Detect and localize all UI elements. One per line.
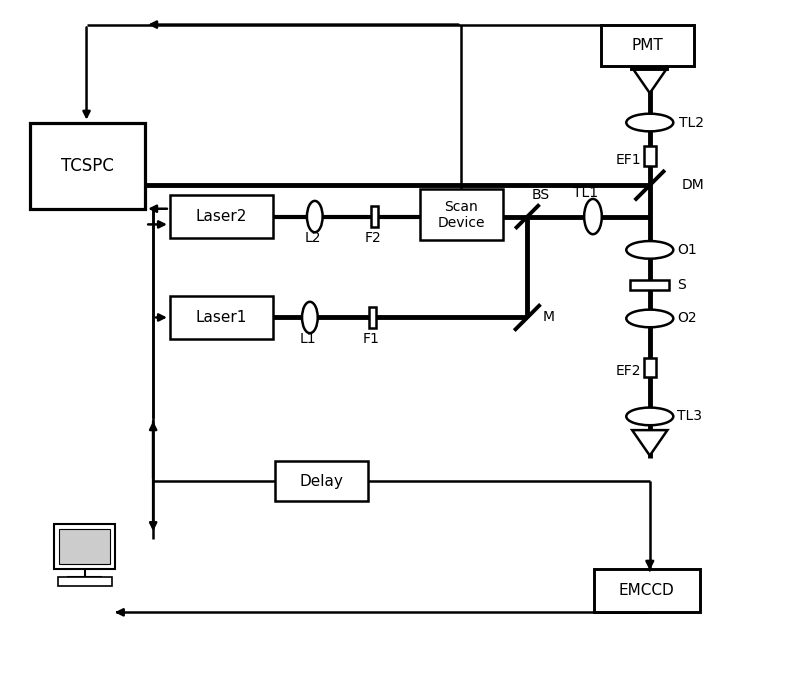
Bar	[644, 358, 656, 377]
Text: F2: F2	[364, 231, 381, 245]
Text: L2: L2	[305, 231, 321, 245]
Polygon shape	[632, 68, 667, 93]
Text: F1: F1	[362, 332, 379, 346]
Text: TL2: TL2	[679, 116, 704, 129]
Text: L1: L1	[300, 332, 316, 346]
Text: EF1: EF1	[615, 153, 641, 167]
Text: TL1: TL1	[573, 186, 598, 200]
Bar	[54, 524, 115, 569]
Ellipse shape	[626, 309, 674, 327]
Bar	[30, 122, 146, 209]
Text: O1: O1	[678, 243, 697, 257]
Ellipse shape	[626, 407, 674, 425]
Text: Delay: Delay	[299, 473, 343, 488]
Ellipse shape	[307, 201, 322, 233]
Text: TL3: TL3	[678, 409, 702, 424]
Ellipse shape	[584, 199, 602, 234]
Bar	[170, 296, 273, 339]
Bar	[274, 462, 368, 500]
Text: S: S	[678, 278, 686, 292]
Text: PMT: PMT	[631, 37, 663, 52]
Ellipse shape	[626, 114, 674, 131]
Text: Scan
Device: Scan Device	[438, 199, 485, 230]
Text: BS: BS	[531, 188, 550, 202]
Bar	[58, 577, 111, 586]
Bar	[59, 529, 110, 564]
Text: DM: DM	[681, 178, 704, 192]
Text: TCSPC: TCSPC	[61, 156, 114, 175]
Text: EF2: EF2	[615, 364, 641, 378]
Bar	[170, 195, 273, 238]
Bar	[594, 569, 700, 612]
Bar	[419, 189, 503, 240]
Ellipse shape	[626, 241, 674, 258]
Bar	[601, 24, 694, 66]
Polygon shape	[632, 430, 667, 456]
Text: Laser1: Laser1	[195, 310, 247, 325]
Text: EMCCD: EMCCD	[619, 583, 674, 598]
Ellipse shape	[302, 302, 318, 333]
Text: O2: O2	[678, 311, 697, 326]
Bar	[630, 280, 670, 290]
Bar	[370, 206, 378, 227]
Bar	[644, 146, 656, 166]
Text: M: M	[543, 311, 555, 324]
Text: Laser2: Laser2	[195, 209, 247, 224]
Bar	[369, 307, 377, 328]
